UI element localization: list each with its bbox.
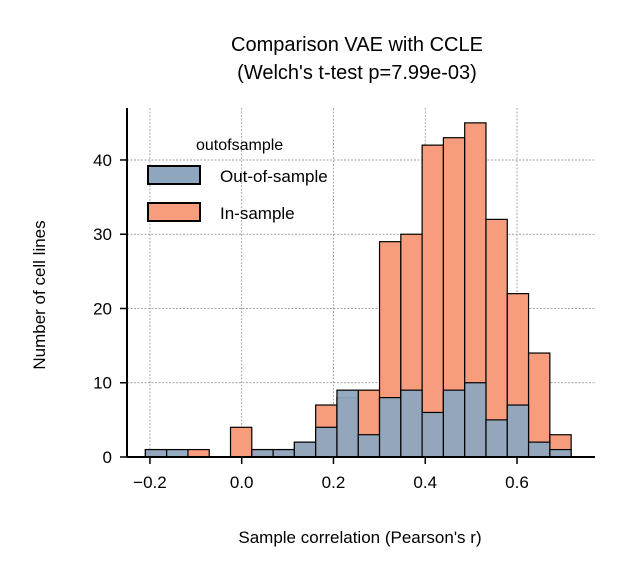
y-tick-label-1: 10 [93, 374, 112, 393]
y-axis-label: Number of cell lines [30, 220, 49, 369]
bar-out-of-sample-17 [506, 404, 530, 458]
bar-out-of-sample-16 [485, 419, 508, 458]
x-ticks: −0.2 0.0 0.2 0.4 0.6 [133, 457, 529, 492]
bar-out-of-sample-12 [400, 389, 423, 458]
x-tick-label-1: 0.0 [230, 473, 254, 492]
y-tick-label-3: 30 [93, 225, 112, 244]
legend-swatch-out-of-sample [147, 165, 201, 185]
bar-out-of-sample-15 [464, 382, 487, 458]
bar-in-sample-4 [229, 426, 253, 458]
bar-in-sample-2 [187, 448, 210, 458]
bar-out-of-sample-9 [336, 389, 359, 458]
x-tick-label-0: −0.2 [133, 473, 167, 492]
bar-in-sample-13 [421, 144, 445, 458]
bar-out-of-sample-1 [166, 448, 189, 458]
legend-label-in-sample: In-sample [220, 204, 295, 223]
x-tick-label-4: 0.6 [505, 473, 529, 492]
legend-swatch-in-sample [147, 202, 201, 222]
y-tick-label-2: 20 [93, 299, 112, 318]
y-tick-label-4: 40 [93, 151, 112, 170]
bar-out-of-sample-11 [378, 396, 402, 458]
bar-out-of-sample-10 [357, 434, 381, 458]
y-ticks: 0 10 20 30 40 [93, 151, 127, 467]
x-axis-label: Sample correlation (Pearson's r) [238, 528, 481, 547]
bar-out-of-sample-13 [421, 411, 445, 458]
bar-out-of-sample-18 [527, 441, 551, 458]
legend-title: outofsample [196, 137, 283, 154]
bar-out-of-sample-19 [549, 448, 572, 458]
bar-out-of-sample-14 [442, 389, 466, 458]
title-line-2: (Welch's t-test p=7.99e-03) [237, 62, 477, 84]
bar-in-sample-18 [527, 352, 551, 458]
chart-title: Comparison VAE with CCLE (Welch's t-test… [231, 34, 483, 84]
x-tick-label-2: 0.2 [322, 473, 346, 492]
x-tick-label-3: 0.4 [413, 473, 437, 492]
bar-out-of-sample-7 [293, 441, 317, 458]
y-tick-label-0: 0 [103, 448, 112, 467]
bar-out-of-sample-8 [315, 426, 338, 458]
legend-label-out-of-sample: Out-of-sample [220, 167, 328, 186]
legend: outofsample Out-of-sample In-sample [147, 137, 328, 223]
bar-out-of-sample-0 [144, 448, 168, 458]
bars [144, 122, 572, 458]
bar-out-of-sample-5 [251, 448, 274, 458]
title-line-1: Comparison VAE with CCLE [231, 34, 483, 56]
bar-out-of-sample-6 [272, 448, 295, 458]
